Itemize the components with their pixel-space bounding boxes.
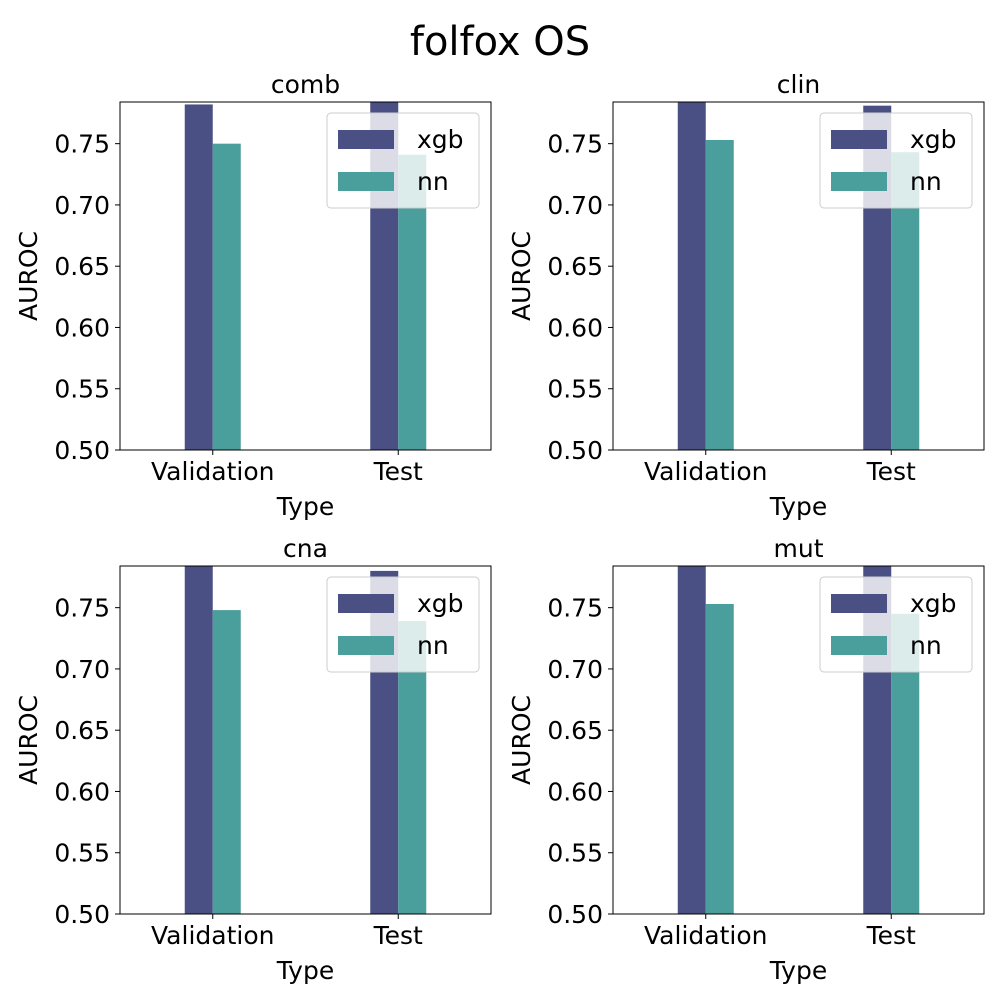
y-tick-label: 0.55 <box>547 839 603 868</box>
axes-frame <box>612 101 985 451</box>
x-tick-label: Test <box>373 457 423 486</box>
figure-title: folfox OS <box>410 19 590 65</box>
bar-nn-validation <box>705 139 734 450</box>
y-tick-label: 0.75 <box>54 594 110 623</box>
legend-swatch-xgb <box>338 594 394 613</box>
subplot-clin: clin 0.50 0.55 0.60 0.65 0.70 0.75 Validation Te… <box>507 70 985 521</box>
bar-xgb-validation <box>677 102 706 450</box>
x-tick-label: Test <box>866 457 916 486</box>
axes-frame <box>119 101 492 451</box>
y-tick-label: 0.65 <box>547 716 603 745</box>
bar-nn-validation <box>212 143 241 450</box>
bar-nn-validation <box>705 603 734 914</box>
y-tick-label: 0.65 <box>547 252 603 281</box>
x-tick-label: Validation <box>644 921 767 950</box>
x-tick-label: Test <box>866 921 916 950</box>
subplot-comb: comb 0.50 0.55 0.60 0.65 0.70 0.75 Validation Te… <box>14 70 492 521</box>
legend-label-xgb: xgb <box>417 589 464 618</box>
y-tick-label: 0.60 <box>54 777 110 806</box>
y-tick-label: 0.70 <box>54 655 110 684</box>
legend-label-xgb: xgb <box>417 125 464 154</box>
bar-xgb-validation <box>184 566 213 914</box>
legend: xgb nn <box>819 576 973 673</box>
subplot-title: clin <box>777 70 820 99</box>
legend-swatch-nn <box>338 636 394 655</box>
legend-swatch-xgb <box>338 130 394 149</box>
y-tick-label: 0.70 <box>547 191 603 220</box>
legend: xgb nn <box>326 112 480 209</box>
legend-swatch-nn <box>831 636 887 655</box>
bar-xgb-validation <box>677 566 706 914</box>
legend: xgb nn <box>819 112 973 209</box>
subplot-cna: cna 0.50 0.55 0.60 0.65 0.70 0.75 Validation Tes… <box>14 534 492 985</box>
subplot-title: comb <box>271 70 340 99</box>
y-tick-label: 0.50 <box>54 900 110 929</box>
subplot-title: mut <box>774 534 824 563</box>
x-axis-label: Type <box>276 956 334 985</box>
x-axis-label: Type <box>276 492 334 521</box>
y-axis-label: AUROC <box>14 231 43 321</box>
y-tick-label: 0.75 <box>547 130 603 159</box>
y-tick-label: 0.75 <box>547 594 603 623</box>
y-tick-label: 0.60 <box>547 777 603 806</box>
legend-swatch-nn <box>831 172 887 191</box>
x-tick-label: Test <box>373 921 423 950</box>
y-tick-label: 0.65 <box>54 252 110 281</box>
subplot-title: cna <box>283 534 328 563</box>
bar-xgb-validation <box>184 104 213 450</box>
y-tick-label: 0.65 <box>54 716 110 745</box>
y-tick-label: 0.50 <box>54 436 110 465</box>
y-axis-label: AUROC <box>14 695 43 785</box>
legend-swatch-xgb <box>831 130 887 149</box>
subplot-grid: comb 0.50 0.55 0.60 0.65 0.70 0.75 Validation Te… <box>14 70 985 985</box>
x-tick-label: Validation <box>151 921 274 950</box>
y-tick-label: 0.55 <box>54 375 110 404</box>
x-tick-label: Validation <box>151 457 274 486</box>
legend: xgb nn <box>326 576 480 673</box>
legend-label-xgb: xgb <box>910 589 957 618</box>
y-tick-label: 0.55 <box>54 839 110 868</box>
x-axis-label: Type <box>769 956 827 985</box>
x-axis-label: Type <box>769 492 827 521</box>
subplot-mut: mut 0.50 0.55 0.60 0.65 0.70 0.75 Validation Tes… <box>507 534 985 985</box>
x-tick-label: Validation <box>644 457 767 486</box>
y-tick-label: 0.60 <box>54 313 110 342</box>
bar-nn-validation <box>212 610 241 914</box>
y-tick-label: 0.70 <box>547 655 603 684</box>
y-tick-label: 0.50 <box>547 900 603 929</box>
y-tick-label: 0.70 <box>54 191 110 220</box>
axes-frame <box>119 565 492 915</box>
legend-swatch-xgb <box>831 594 887 613</box>
y-tick-label: 0.75 <box>54 130 110 159</box>
legend-label-xgb: xgb <box>910 125 957 154</box>
y-tick-label: 0.60 <box>547 313 603 342</box>
legend-label-nn: nn <box>417 631 449 660</box>
legend-label-nn: nn <box>910 167 942 196</box>
legend-swatch-nn <box>338 172 394 191</box>
y-axis-label: AUROC <box>507 695 536 785</box>
y-tick-label: 0.55 <box>547 375 603 404</box>
y-axis-label: AUROC <box>507 231 536 321</box>
axes-frame <box>612 565 985 915</box>
y-tick-label: 0.50 <box>547 436 603 465</box>
legend-label-nn: nn <box>910 631 942 660</box>
legend-label-nn: nn <box>417 167 449 196</box>
